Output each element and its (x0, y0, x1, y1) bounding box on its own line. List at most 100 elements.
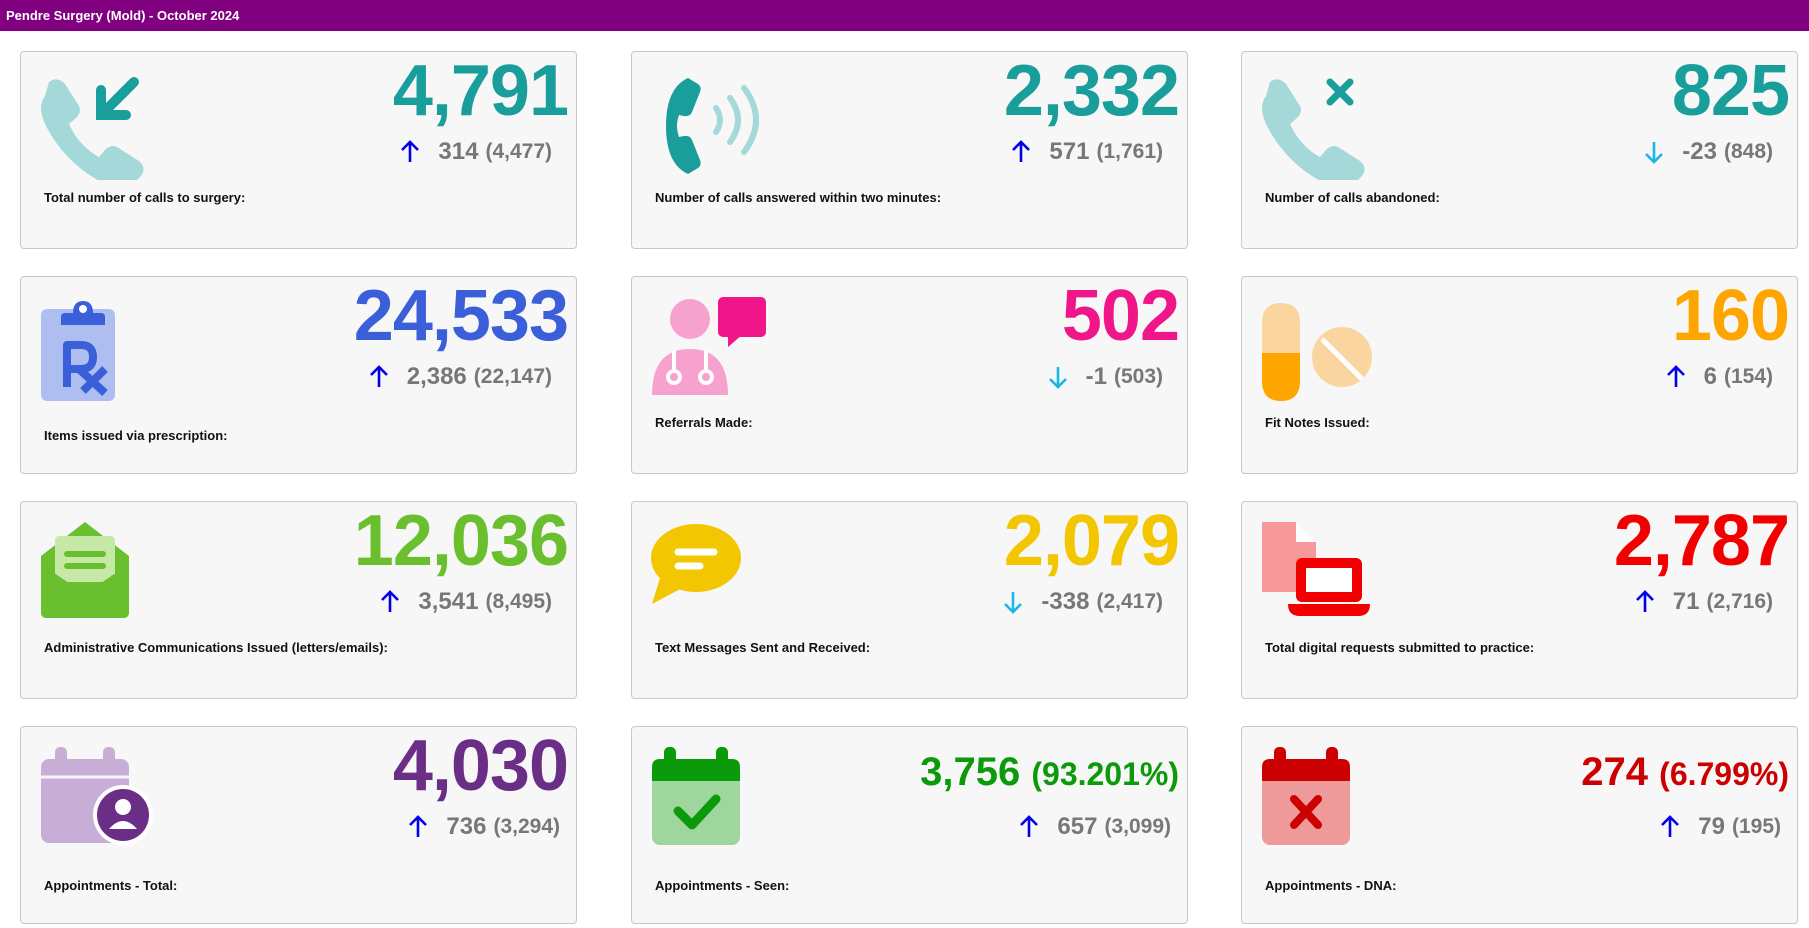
up-arrow-icon (369, 365, 389, 389)
speech-bubble-icon (650, 520, 770, 630)
change-value: 79 (1698, 813, 1725, 840)
laptop-document-icon (1260, 520, 1380, 630)
card-digital-requests: 2,787 71 (2,716) Total digital requests … (1241, 501, 1798, 699)
change-value: 736 (446, 813, 487, 840)
metric-change: 71 (2,716) (1635, 588, 1773, 616)
prescription-icon (39, 295, 159, 405)
metric-change: 2,386 (22,147) (369, 363, 552, 391)
previous-value: (195) (1731, 815, 1781, 838)
metric-label: Number of calls answered within two minu… (655, 190, 942, 205)
previous-value: (1,761) (1096, 140, 1163, 163)
down-arrow-icon (1644, 140, 1664, 164)
value-number: 3,756 (920, 750, 1021, 794)
doctor-speech-icon (650, 295, 770, 405)
previous-value: (3,099) (1104, 815, 1171, 838)
metric-value: 3,756 (93.201%) (920, 747, 1179, 799)
up-arrow-icon (380, 590, 400, 614)
metric-label: Administrative Communications Issued (le… (44, 640, 388, 655)
card-abandoned-calls: 825 -23 (848) Number of calls abandoned: (1241, 51, 1798, 249)
metric-value: 502 (1061, 276, 1180, 356)
change-value: 657 (1057, 813, 1098, 840)
previous-value: (22,147) (473, 365, 552, 388)
calendar-check-icon (650, 745, 770, 855)
card-appointments-seen: 3,756 (93.201%) 657 (3,099) Appointments… (631, 726, 1188, 924)
metric-change: 6 (154) (1666, 363, 1773, 391)
metric-change: 3,541 (8,495) (380, 588, 552, 616)
change-value: 71 (1672, 588, 1700, 615)
card-appointments-dna: 274 (6.799%) 79 (195) Appointments - DNA… (1241, 726, 1798, 924)
up-arrow-icon (1660, 815, 1680, 839)
previous-value: (848) (1723, 140, 1773, 163)
metric-change: -338 (2,417) (1003, 588, 1163, 616)
up-arrow-icon (1011, 140, 1031, 164)
metric-label: Total number of calls to surgery: (44, 190, 246, 205)
metric-value: 12,036 (353, 501, 569, 581)
previous-value: (2,716) (1706, 590, 1773, 613)
up-arrow-icon (1019, 815, 1039, 839)
metric-change: 79 (195) (1660, 813, 1781, 841)
value-number: 274 (1581, 750, 1649, 794)
previous-value: (3,294) (493, 815, 560, 838)
down-arrow-icon (1003, 590, 1023, 614)
metric-label: Fit Notes Issued: (1265, 415, 1370, 430)
card-prescription-items: 24,533 2,386 (22,147) Items issued via p… (20, 276, 577, 474)
up-arrow-icon (1635, 590, 1655, 614)
card-text-messages: 2,079 -338 (2,417) Text Messages Sent an… (631, 501, 1188, 699)
change-value: 3,541 (418, 588, 479, 615)
previous-value: (4,477) (485, 140, 552, 163)
change-value: -23 (1682, 138, 1717, 165)
change-value: 571 (1049, 138, 1090, 165)
metric-label: Referrals Made: (655, 415, 753, 430)
missed-call-icon (1260, 70, 1380, 180)
metric-value: 24,533 (353, 276, 569, 356)
change-value: 2,386 (406, 363, 467, 390)
metric-label: Total digital requests submitted to prac… (1265, 640, 1535, 655)
metric-value: 2,332 (1003, 51, 1180, 131)
card-answered-calls: 2,332 571 (1,761) Number of calls answer… (631, 51, 1188, 249)
metric-change: 314 (4,477) (400, 138, 552, 166)
metric-change: 571 (1,761) (1011, 138, 1163, 166)
card-total-calls: 4,791 314 (4,477) Total number of calls … (20, 51, 577, 249)
metric-label: Appointments - Seen: (655, 878, 790, 893)
metric-label: Items issued via prescription: (44, 428, 228, 443)
previous-value: (8,495) (485, 590, 552, 613)
metric-value: 4,791 (392, 51, 569, 131)
card-fit-notes: 160 6 (154) Fit Notes Issued: (1241, 276, 1798, 474)
change-value: -338 (1041, 588, 1090, 615)
metric-change: 736 (3,294) (408, 813, 560, 841)
card-referrals: 502 -1 (503) Referrals Made: (631, 276, 1188, 474)
metric-value: 2,079 (1003, 501, 1180, 581)
metric-change: -23 (848) (1644, 138, 1773, 166)
previous-value: (154) (1723, 365, 1773, 388)
change-value: -1 (1085, 363, 1107, 390)
incoming-call-icon (39, 70, 159, 180)
metric-value: 2,787 (1613, 501, 1790, 581)
change-value: 6 (1703, 363, 1717, 390)
metric-value: 160 (1671, 276, 1790, 356)
up-arrow-icon (408, 815, 428, 839)
metric-label: Appointments - DNA: (1265, 878, 1397, 893)
phone-ringing-icon (650, 70, 770, 180)
down-arrow-icon (1048, 365, 1068, 389)
card-appointments-total: 4,030 736 (3,294) Appointments - Total: (20, 726, 577, 924)
value-percentage: (6.799%) (1659, 756, 1789, 792)
calendar-cross-icon (1260, 745, 1380, 855)
metric-change: -1 (503) (1048, 363, 1163, 391)
up-arrow-icon (400, 140, 420, 164)
metric-value: 4,030 (392, 726, 569, 806)
change-value: 314 (438, 138, 479, 165)
open-envelope-icon (39, 520, 159, 630)
calendar-user-icon (39, 745, 159, 855)
metric-label: Appointments - Total: (44, 878, 178, 893)
dashboard-title: Pendre Surgery (Mold) - October 2024 (0, 0, 1809, 31)
metric-label: Text Messages Sent and Received: (655, 640, 871, 655)
pills-icon (1260, 295, 1380, 405)
previous-value: (503) (1113, 365, 1163, 388)
metric-change: 657 (3,099) (1019, 813, 1171, 841)
metric-value: 825 (1671, 51, 1790, 131)
value-percentage: (93.201%) (1031, 756, 1179, 792)
metric-value: 274 (6.799%) (1581, 747, 1789, 799)
up-arrow-icon (1666, 365, 1686, 389)
previous-value: (2,417) (1096, 590, 1163, 613)
metric-label: Number of calls abandoned: (1265, 190, 1440, 205)
